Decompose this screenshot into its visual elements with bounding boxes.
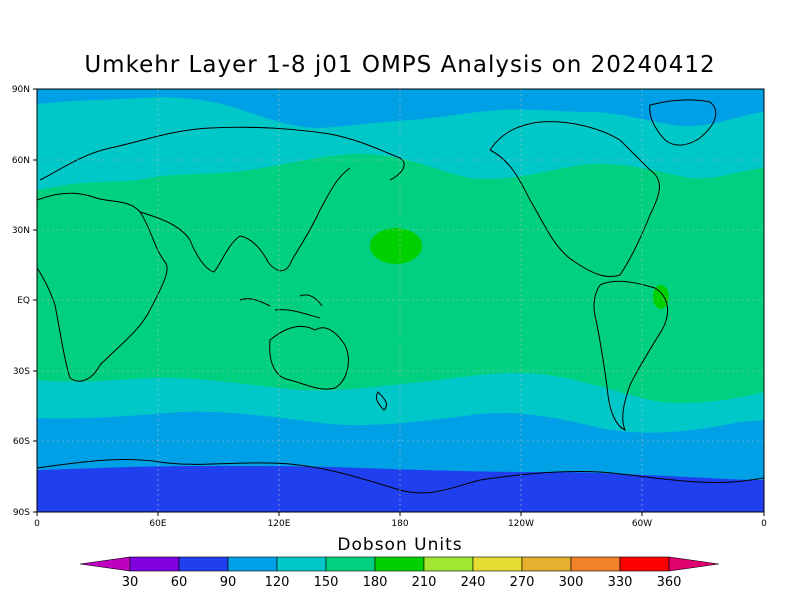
- colorbar-swatch: [129, 556, 180, 572]
- colorbar-tick-label: 240: [461, 575, 486, 590]
- max-north-pacific: [370, 228, 422, 264]
- colorbar-high-arrow: [668, 556, 720, 572]
- lat-label: 90N: [12, 85, 30, 95]
- colorbar-tick-label: 150: [314, 575, 339, 590]
- lat-labels: 90N 60N 30N EQ 30S 60S 90S: [12, 85, 30, 518]
- colorbar-swatch: [178, 556, 229, 572]
- lon-label: 0: [761, 519, 767, 529]
- lon-label: 120W: [508, 519, 534, 529]
- lon-labels: 0 60E 120E 180 120W 60W 0: [34, 519, 767, 529]
- graticule: [37, 89, 764, 512]
- coast-australia: [269, 325, 349, 390]
- band-120-150-north: [37, 89, 764, 190]
- colorbar-swatch: [227, 556, 278, 572]
- coast-asia-north: [39, 126, 405, 181]
- lon-label: 180: [391, 519, 408, 529]
- colorbar-swatch: [423, 556, 474, 572]
- colorbar-swatch: [472, 556, 523, 572]
- lat-label: 30N: [12, 226, 30, 236]
- max-brazil: [653, 285, 669, 309]
- band-90-120-north: [37, 89, 764, 128]
- ticks: [33, 88, 765, 516]
- coast-north-america: [489, 121, 660, 277]
- colorbar-tick-label: 330: [608, 575, 633, 590]
- colorbar-tick-label: 360: [657, 575, 682, 590]
- colorbar-tick-label: 210: [412, 575, 437, 590]
- colorbar: 30 60 90 120 150 180 210 240 270 300 330 360: [79, 556, 720, 590]
- lat-label: 60N: [12, 156, 30, 166]
- band-60-90-south: [37, 466, 764, 512]
- colorbar-swatch: [570, 556, 621, 572]
- colorbar-tick-label: 60: [171, 575, 188, 590]
- lat-label: EQ: [17, 296, 30, 306]
- coast-antarctica: [37, 459, 764, 494]
- lat-label: 30S: [13, 367, 30, 377]
- colorbar-title: Dobson Units: [337, 535, 463, 555]
- colorbar-tick-label: 180: [363, 575, 388, 590]
- lat-label: 60S: [13, 437, 30, 447]
- lon-label: 0: [34, 519, 40, 529]
- map-title: Umkehr Layer 1-8 j01 OMPS Analysis on 20…: [84, 52, 716, 78]
- colorbar-tick-label: 300: [559, 575, 584, 590]
- coast-asia-south: [139, 167, 351, 273]
- coast-nz: [375, 391, 387, 411]
- coast-greenland: [649, 99, 717, 146]
- colorbar-swatch: [521, 556, 572, 572]
- lon-label: 120E: [268, 519, 291, 529]
- coastlines: [37, 99, 764, 494]
- colorbar-tick-label: 120: [265, 575, 290, 590]
- colorbar-tick-label: 30: [122, 575, 139, 590]
- colorbar-tick-label: 270: [510, 575, 535, 590]
- colorbar-swatch: [619, 556, 670, 572]
- colorbar-low-arrow: [79, 556, 131, 572]
- lat-label: 90S: [13, 508, 30, 518]
- colorbar-swatch: [276, 556, 327, 572]
- colorbar-swatch: [325, 556, 376, 572]
- contour-fields: [37, 89, 764, 512]
- coast-africa: [37, 192, 168, 382]
- lon-label: 60E: [149, 519, 166, 529]
- lon-label: 60W: [632, 519, 652, 529]
- colorbar-tick-label: 90: [220, 575, 237, 590]
- coast-south-america: [593, 280, 669, 431]
- colorbar-swatch: [374, 556, 425, 572]
